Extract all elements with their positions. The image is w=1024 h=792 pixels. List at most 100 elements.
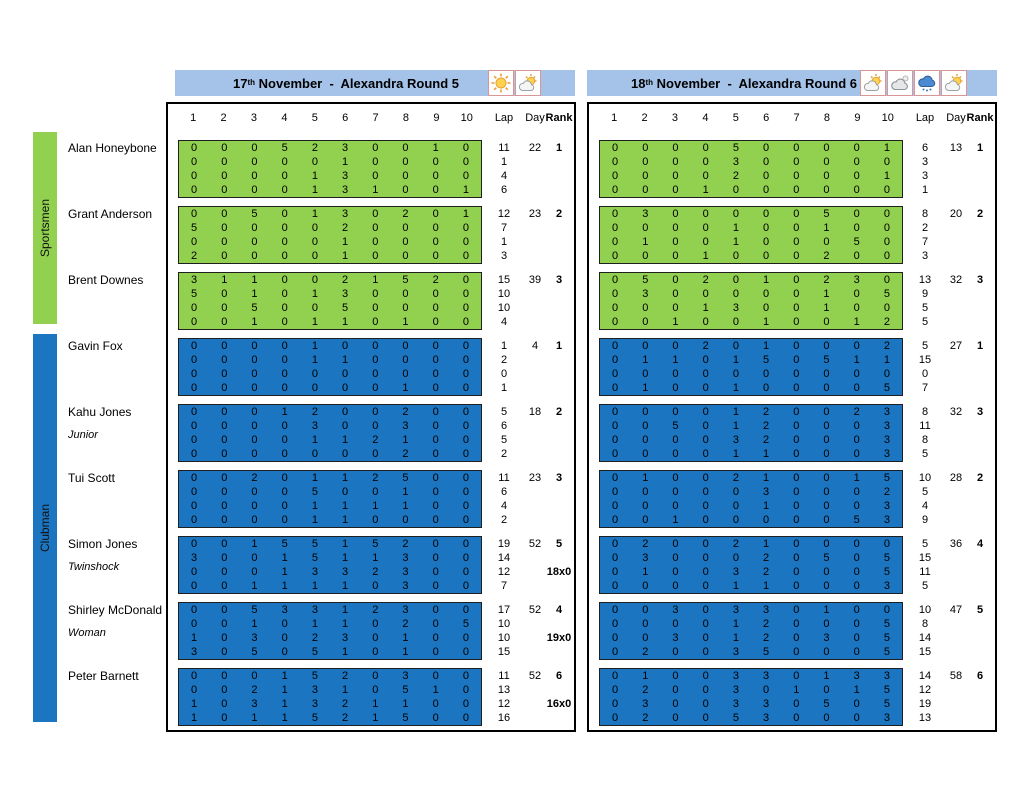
score-cell: 0 (251, 420, 258, 432)
score-cell: 0 (612, 604, 619, 616)
score-cell: 0 (281, 382, 288, 394)
score-cell: 0 (702, 486, 709, 498)
rank-column: 2 (965, 207, 995, 221)
section-number-label: 6 (763, 112, 770, 124)
score-cell: 0 (702, 316, 709, 328)
score-cell: 1 (702, 184, 709, 196)
score-cell: 0 (612, 354, 619, 366)
score-cell: 0 (432, 632, 439, 644)
score-cell: 1 (823, 288, 830, 300)
score-cell: 0 (793, 712, 800, 724)
rider-score-box: 0 0 5 0 1 3 0 2 0 1 5 0 0 0 0 2 0 0 0 0 0 0 0 0 0 1 0 0 0 0 2 0 0 0 0 1 0 0 0 0 (178, 206, 482, 264)
score-cell: 0 (372, 288, 379, 300)
score-cell: 0 (221, 670, 228, 682)
score-cell: 0 (612, 698, 619, 710)
score-cell: 0 (763, 170, 770, 182)
score-cell: 1 (883, 354, 890, 366)
score-cell: 0 (372, 646, 379, 658)
lap-total: 4 (500, 500, 508, 512)
lap-totals-column: 14 12 19 13 (909, 669, 941, 725)
score-cell: 2 (763, 632, 770, 644)
score-cell: 0 (793, 472, 800, 484)
day-total-column: 39 (520, 273, 550, 287)
score-cell: 0 (853, 604, 860, 616)
score-cell: 0 (462, 156, 469, 168)
score-cell: 1 (221, 274, 228, 286)
score-cell: 1 (191, 632, 198, 644)
score-cell: 0 (853, 340, 860, 352)
score-cell: 2 (642, 684, 649, 696)
score-cell: 0 (763, 208, 770, 220)
score-cell: 0 (763, 368, 770, 380)
score-cell: 0 (823, 406, 830, 418)
score-cell: 0 (763, 514, 770, 526)
score-cell: 0 (281, 156, 288, 168)
score-row: 0 2 0 0 2 1 0 0 0 0 (600, 537, 902, 551)
rain-icon (914, 70, 940, 96)
score-cell: 1 (372, 184, 379, 196)
score-cell: 0 (191, 604, 198, 616)
score-cell: 0 (672, 236, 679, 248)
score-cell: 0 (221, 698, 228, 710)
score-cell: 3 (191, 552, 198, 564)
score-cell: 0 (372, 222, 379, 234)
score-cell: 0 (732, 552, 739, 564)
score-cell: 0 (281, 486, 288, 498)
score-cell: 0 (432, 566, 439, 578)
score-cell: 0 (281, 472, 288, 484)
score-cell: 0 (612, 288, 619, 300)
score-cell: 3 (732, 302, 739, 314)
score-cell: 0 (793, 354, 800, 366)
score-cell: 0 (702, 142, 709, 154)
score-cell: 0 (793, 316, 800, 328)
score-cell: 0 (612, 406, 619, 418)
score-cell: 3 (642, 698, 649, 710)
score-cell: 0 (191, 302, 198, 314)
score-cell: 5 (281, 142, 288, 154)
score-cell: 2 (702, 274, 709, 286)
lap-total: 7 (500, 222, 508, 234)
rider-name: Kahu Jones (68, 405, 132, 419)
score-cell: 0 (672, 302, 679, 314)
rider-name: Simon Jones (68, 537, 138, 551)
rank-value: 3 (976, 274, 984, 286)
section-number-label: 1 (611, 112, 618, 124)
score-cell: 0 (853, 184, 860, 196)
score-cell: 0 (853, 632, 860, 644)
score-cell: 1 (853, 472, 860, 484)
score-cell: 1 (311, 340, 318, 352)
lap-total: 3 (921, 170, 929, 182)
lap-total: 11 (498, 472, 510, 484)
score-cell: 0 (823, 486, 830, 498)
rider-score-box: 0 3 0 0 0 0 0 5 0 0 0 0 0 0 1 0 0 1 0 0 0 1 0 0 1 0 0 0 5 0 0 0 0 1 0 0 0 2 0 0 (599, 206, 903, 264)
score-cell: 0 (402, 354, 409, 366)
score-cell: 0 (642, 302, 649, 314)
score-cell: 0 (702, 208, 709, 220)
score-cell: 0 (732, 340, 739, 352)
score-cell: 5 (672, 420, 679, 432)
score-cell: 0 (672, 472, 679, 484)
score-cell: 0 (191, 382, 198, 394)
score-cell: 1 (672, 354, 679, 366)
rider-name: Tui Scott (68, 471, 115, 485)
score-cell: 3 (402, 604, 409, 616)
score-cell: 1 (311, 288, 318, 300)
score-cell: 0 (823, 448, 830, 460)
day-total-column: 18 (520, 405, 550, 419)
lap-totals-column: 5 6 5 2 (488, 405, 520, 461)
score-cell: 0 (763, 250, 770, 262)
lap-total: 12 (497, 698, 511, 710)
score-row: 0 0 5 0 1 3 0 2 0 1 (179, 207, 481, 221)
lap-total: 1 (921, 184, 929, 196)
lap-total: 0 (921, 368, 929, 380)
section-number-headers: 1 2 3 4 5 6 7 8 9 10 (178, 104, 482, 132)
score-cell: 0 (281, 274, 288, 286)
round5-column-headers: 1 2 3 4 5 6 7 8 9 10 Lap Day Rank (168, 104, 574, 132)
score-cell: 1 (342, 354, 349, 366)
lap-total: 14 (497, 552, 511, 564)
score-cell: 0 (642, 486, 649, 498)
score-cell: 1 (732, 236, 739, 248)
score-cell: 0 (823, 566, 830, 578)
score-cell: 1 (823, 222, 830, 234)
